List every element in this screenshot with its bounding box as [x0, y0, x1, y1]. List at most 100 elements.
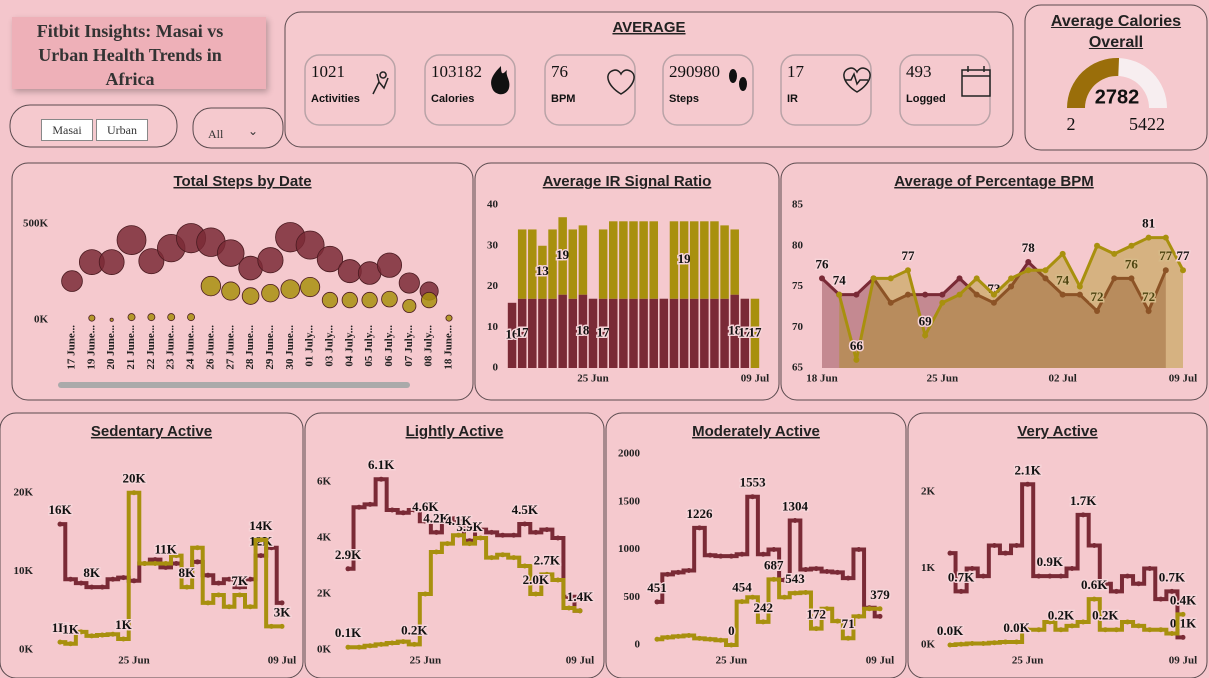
point [522, 563, 528, 569]
x-tick-label: 30 June... [284, 325, 296, 370]
bubble [445, 314, 453, 322]
point [1036, 573, 1042, 579]
point [422, 518, 428, 524]
step-line [348, 533, 580, 650]
icon [729, 69, 737, 83]
step-line [657, 494, 880, 619]
step-line [657, 577, 880, 647]
point [1076, 283, 1083, 290]
point [194, 559, 200, 565]
dropdown[interactable]: All ⌄ [208, 124, 266, 144]
point [216, 592, 222, 598]
x-tick-label: 09 Jul [1169, 655, 1197, 667]
point [1113, 588, 1119, 594]
y-tick-label: 6K [317, 476, 332, 488]
slicer-button[interactable]: Urban [96, 119, 148, 141]
point [555, 577, 561, 583]
point [433, 549, 439, 555]
point [1091, 543, 1097, 549]
kpi-value: 103182 [431, 62, 482, 81]
point [760, 551, 766, 557]
point [1094, 242, 1101, 249]
point [1145, 234, 1152, 241]
x-tick-label: 09 Jul [741, 373, 769, 385]
bar-segment [669, 221, 679, 299]
point [1047, 619, 1053, 625]
bar-segment [700, 298, 709, 368]
panel [1024, 4, 1208, 151]
point [455, 518, 461, 524]
point [389, 640, 395, 646]
panel [192, 107, 284, 149]
point [522, 521, 528, 527]
y-tick-label: 0K [921, 639, 936, 651]
data-label: 0.0K [1003, 620, 1030, 635]
x-tick-label: 27 June... [224, 325, 236, 370]
bubble [109, 317, 114, 322]
kpi-value: 76 [551, 62, 568, 81]
point [1091, 596, 1097, 602]
point [367, 643, 373, 649]
bubble [167, 313, 176, 322]
point [771, 547, 777, 552]
kpi-value: 17 [787, 62, 805, 81]
bubble [257, 247, 284, 274]
point [1025, 267, 1032, 274]
point [422, 591, 428, 597]
data-label: 4.1K [445, 513, 472, 528]
slicer-button[interactable]: Masai [41, 119, 93, 141]
bar-segment [548, 229, 557, 299]
point [922, 332, 929, 339]
point [78, 580, 84, 586]
bubble [402, 298, 417, 314]
bar-segment [700, 221, 709, 299]
bar-segment [609, 221, 618, 299]
data-label: 0.7K [1159, 569, 1186, 584]
point [819, 275, 825, 282]
bar-segment [649, 221, 658, 299]
x-tick-label: 28 June... [244, 325, 256, 370]
point [675, 633, 681, 639]
point [958, 588, 964, 594]
bar-segment [710, 221, 719, 299]
data-label: 72 [1091, 289, 1104, 304]
gauge-value [1067, 58, 1120, 108]
x-tick-label: 29 June... [264, 325, 276, 370]
x-tick-label: 07 July... [403, 325, 415, 367]
kpi-label: Logged [906, 93, 946, 105]
bar-segment [538, 298, 547, 368]
bubble [88, 314, 96, 322]
bubble [127, 313, 136, 322]
bubble [295, 230, 325, 260]
data-label: 77 [1159, 248, 1173, 263]
bubble [241, 287, 260, 305]
point [489, 555, 495, 561]
chart-title: Sedentary Active [91, 423, 212, 440]
point [1025, 481, 1031, 487]
point [444, 515, 450, 521]
bar-segment [568, 229, 578, 299]
point [969, 640, 975, 646]
bar-segment [528, 298, 537, 368]
step-line [950, 597, 1183, 647]
point [99, 632, 105, 638]
point [991, 640, 997, 646]
data-label: 4.6K [412, 499, 439, 514]
bar-segment [740, 298, 750, 368]
data-label: 76 [1125, 256, 1139, 271]
bubble [337, 259, 362, 284]
bar-segment [659, 298, 669, 368]
data-label: 19 [678, 251, 692, 266]
y-tick-label: 20K [13, 486, 33, 498]
x-tick-label: 09 Jul [566, 655, 594, 667]
data-label: 2.7K [534, 552, 561, 567]
data-label: 0.2K [1048, 608, 1075, 623]
bar-segment [507, 302, 517, 368]
y-tick-label: 40 [487, 199, 499, 211]
point [990, 299, 997, 306]
point [803, 567, 809, 573]
point [152, 557, 158, 563]
point [781, 577, 787, 583]
bar-segment [750, 298, 760, 368]
point [1094, 307, 1101, 314]
